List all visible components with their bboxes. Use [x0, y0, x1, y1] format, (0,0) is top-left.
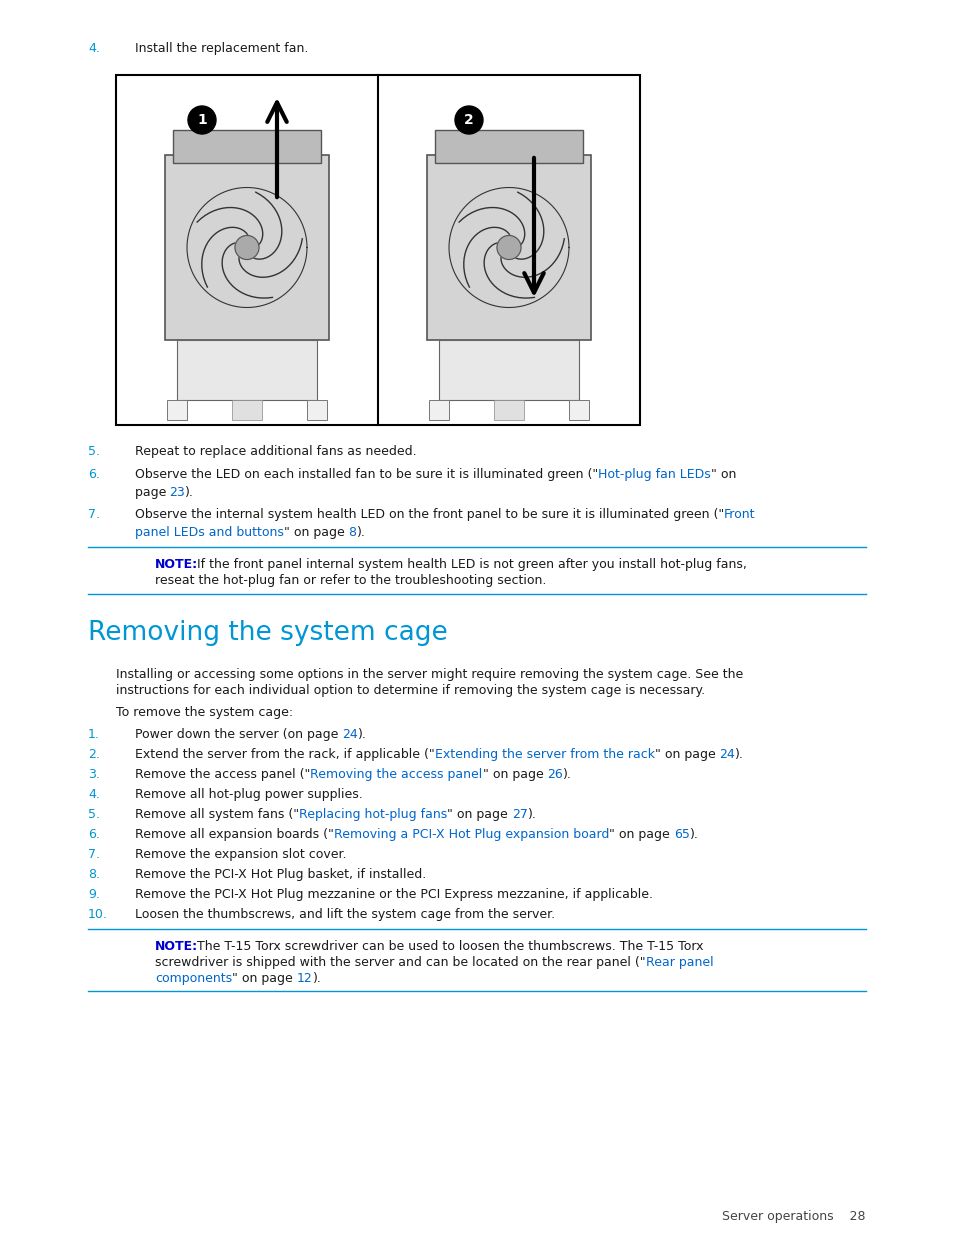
- Text: panel LEDs and buttons: panel LEDs and buttons: [135, 526, 284, 538]
- Text: 24: 24: [342, 727, 357, 741]
- Text: Server operations    28: Server operations 28: [721, 1210, 865, 1223]
- Text: screwdriver is shipped with the server and can be located on the rear panel (": screwdriver is shipped with the server a…: [154, 956, 645, 969]
- Text: 2.: 2.: [88, 748, 100, 761]
- Text: Observe the internal system health LED on the front panel to be sure it is illum: Observe the internal system health LED o…: [135, 508, 723, 521]
- Text: instructions for each individual option to determine if removing the system cage: instructions for each individual option …: [116, 684, 704, 697]
- Text: Remove the PCI-X Hot Plug mezzanine or the PCI Express mezzanine, if applicable.: Remove the PCI-X Hot Plug mezzanine or t…: [135, 888, 652, 902]
- Circle shape: [497, 236, 520, 259]
- Text: 2: 2: [464, 112, 474, 127]
- Text: ).: ).: [562, 768, 572, 781]
- Text: " on page: " on page: [654, 748, 719, 761]
- Bar: [116, 75, 639, 425]
- Text: 1: 1: [197, 112, 207, 127]
- Text: ).: ).: [527, 808, 537, 821]
- Text: Replacing hot-plug fans: Replacing hot-plug fans: [299, 808, 447, 821]
- Text: To remove the system cage:: To remove the system cage:: [116, 706, 293, 719]
- Bar: [494, 400, 523, 420]
- Text: 23: 23: [169, 487, 185, 499]
- Text: " on page: " on page: [284, 526, 348, 538]
- Text: 6.: 6.: [88, 827, 100, 841]
- Text: page: page: [135, 487, 171, 499]
- Text: reseat the hot-plug fan or refer to the troubleshooting section.: reseat the hot-plug fan or refer to the …: [154, 574, 546, 587]
- Text: Installing or accessing some options in the server might require removing the sy: Installing or accessing some options in …: [116, 668, 742, 680]
- Circle shape: [455, 106, 482, 135]
- Text: NOTE:: NOTE:: [154, 940, 198, 953]
- Text: ).: ).: [735, 748, 743, 761]
- Text: 4.: 4.: [88, 42, 100, 56]
- Text: Rear panel: Rear panel: [645, 956, 713, 969]
- Text: 8: 8: [348, 526, 356, 538]
- Text: Install the replacement fan.: Install the replacement fan.: [135, 42, 308, 56]
- Text: 9.: 9.: [88, 888, 100, 902]
- Text: 5.: 5.: [88, 808, 100, 821]
- Text: Hot-plug fan LEDs: Hot-plug fan LEDs: [598, 468, 710, 480]
- Bar: [232, 400, 262, 420]
- Text: ).: ).: [356, 526, 365, 538]
- Bar: [172, 130, 320, 163]
- Circle shape: [188, 106, 215, 135]
- Text: Remove all system fans (": Remove all system fans (": [135, 808, 299, 821]
- Bar: [427, 156, 590, 340]
- Bar: [429, 400, 449, 420]
- Text: Loosen the thumbscrews, and lift the system cage from the server.: Loosen the thumbscrews, and lift the sys…: [135, 908, 555, 921]
- Text: 4.: 4.: [88, 788, 100, 802]
- Text: 10.: 10.: [88, 908, 108, 921]
- Text: 5.: 5.: [88, 445, 100, 458]
- Text: 6.: 6.: [88, 468, 100, 480]
- Text: 65: 65: [673, 827, 689, 841]
- Bar: [167, 400, 187, 420]
- Text: 1.: 1.: [88, 727, 100, 741]
- Text: Front: Front: [723, 508, 755, 521]
- Text: 27: 27: [512, 808, 527, 821]
- Bar: [568, 400, 588, 420]
- Text: 12: 12: [296, 972, 313, 986]
- Circle shape: [234, 236, 258, 259]
- Text: Extend the server from the rack, if applicable (": Extend the server from the rack, if appl…: [135, 748, 435, 761]
- Text: ).: ).: [313, 972, 321, 986]
- Text: " on page: " on page: [482, 768, 547, 781]
- Bar: [165, 156, 329, 340]
- Bar: [307, 400, 327, 420]
- Text: Remove all hot-plug power supplies.: Remove all hot-plug power supplies.: [135, 788, 362, 802]
- Text: ).: ).: [185, 487, 193, 499]
- Text: Remove all expansion boards (": Remove all expansion boards (": [135, 827, 334, 841]
- Text: Extending the server from the rack: Extending the server from the rack: [435, 748, 654, 761]
- Text: Removing the system cage: Removing the system cage: [88, 620, 447, 646]
- Text: ).: ).: [357, 727, 367, 741]
- Text: " on page: " on page: [232, 972, 296, 986]
- Text: Remove the PCI-X Hot Plug basket, if installed.: Remove the PCI-X Hot Plug basket, if ins…: [135, 868, 426, 881]
- Text: 3.: 3.: [88, 768, 100, 781]
- Text: Remove the access panel (": Remove the access panel (": [135, 768, 310, 781]
- Text: Power down the server (on page: Power down the server (on page: [135, 727, 342, 741]
- Text: " on page: " on page: [447, 808, 512, 821]
- Text: If the front panel internal system health LED is not green after you install hot: If the front panel internal system healt…: [196, 558, 746, 571]
- Bar: [435, 130, 582, 163]
- Text: 7.: 7.: [88, 508, 100, 521]
- Text: Removing a PCI-X Hot Plug expansion board: Removing a PCI-X Hot Plug expansion boar…: [334, 827, 609, 841]
- Bar: [177, 340, 316, 400]
- Text: " on page: " on page: [609, 827, 673, 841]
- Text: Repeat to replace additional fans as needed.: Repeat to replace additional fans as nee…: [135, 445, 416, 458]
- Text: 26: 26: [547, 768, 562, 781]
- Text: Observe the LED on each installed fan to be sure it is illuminated green (": Observe the LED on each installed fan to…: [135, 468, 598, 480]
- Text: ).: ).: [689, 827, 698, 841]
- Text: The T-15 Torx screwdriver can be used to loosen the thumbscrews. The T-15 Torx: The T-15 Torx screwdriver can be used to…: [196, 940, 702, 953]
- Text: Remove the expansion slot cover.: Remove the expansion slot cover.: [135, 848, 346, 861]
- Text: 8.: 8.: [88, 868, 100, 881]
- Text: Removing the access panel: Removing the access panel: [310, 768, 482, 781]
- Text: components: components: [154, 972, 232, 986]
- Bar: [438, 340, 578, 400]
- Text: NOTE:: NOTE:: [154, 558, 198, 571]
- Text: " on: " on: [710, 468, 736, 480]
- Text: 7.: 7.: [88, 848, 100, 861]
- Text: 24: 24: [719, 748, 735, 761]
